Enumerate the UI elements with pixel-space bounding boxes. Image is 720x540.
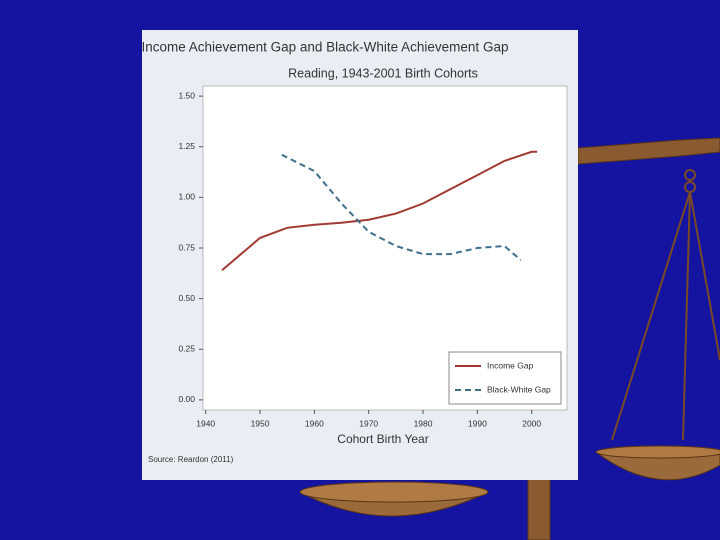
legend-label: Income Gap bbox=[487, 360, 534, 370]
y-tick-label: 1.00 bbox=[178, 192, 195, 202]
y-tick-label: 1.50 bbox=[178, 90, 195, 100]
x-axis-label: Cohort Birth Year bbox=[337, 432, 428, 446]
x-tick-label: 1990 bbox=[468, 418, 487, 428]
source-note: Source: Reardon (2011) bbox=[148, 455, 234, 464]
x-tick-label: 1960 bbox=[305, 418, 324, 428]
y-tick-label: 0.75 bbox=[178, 242, 195, 252]
y-tick-label: 0.50 bbox=[178, 293, 195, 303]
scale-illustration bbox=[299, 137, 720, 540]
x-tick-label: 1950 bbox=[251, 418, 270, 428]
chart-subtitle: Reading, 1943-2001 Birth Cohorts bbox=[288, 66, 478, 80]
legend-label: Black-White Gap bbox=[487, 384, 551, 394]
y-tick-label: 1.25 bbox=[178, 141, 195, 151]
x-tick-label: 1940 bbox=[196, 418, 215, 428]
x-tick-label: 1980 bbox=[414, 418, 433, 428]
legend-box bbox=[448, 351, 562, 405]
series-line bbox=[221, 150, 538, 272]
x-tick-label: 2000 bbox=[522, 418, 541, 428]
y-tick-label: 0.25 bbox=[178, 344, 195, 354]
chart-title: Income Achievement Gap and Black-White A… bbox=[142, 40, 509, 55]
y-tick-label: 0.00 bbox=[178, 394, 195, 404]
series-line bbox=[281, 153, 522, 261]
x-tick-label: 1970 bbox=[359, 418, 378, 428]
